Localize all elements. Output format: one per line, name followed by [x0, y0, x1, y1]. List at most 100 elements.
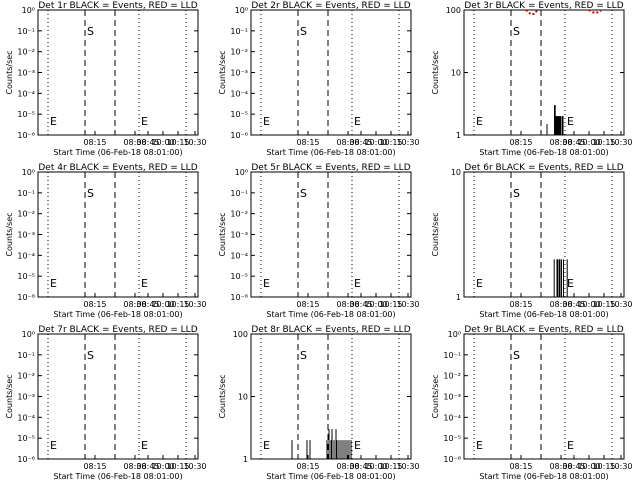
time-marker-label: E — [567, 439, 574, 452]
x-tick-label: 10:15 — [379, 300, 402, 309]
y-tick-label: 10⁻⁵ — [443, 434, 461, 443]
chart-title: Det 9r BLACK = Events, RED = LLD — [464, 325, 623, 335]
y-tick-label: 10⁰ — [22, 330, 35, 339]
chart-title: Det 4r BLACK = Events, RED = LLD — [38, 163, 197, 173]
plot-frame — [250, 9, 412, 136]
x-tick-label: 10:00 — [364, 462, 387, 471]
y-tick-label: 10⁻² — [17, 48, 35, 57]
x-axis-label: Start Time (06-Feb-18 08:01:00) — [266, 148, 395, 157]
y-tick-label: 10⁻⁵ — [17, 110, 35, 119]
y-axis-label: Counts/sec — [431, 374, 440, 418]
x-tick-label: 08:30 — [336, 138, 359, 147]
x-tick-label: 10:00 — [151, 462, 174, 471]
x-tick-label: 10:30 — [609, 300, 632, 309]
x-tick-label: 08:15 — [509, 138, 532, 147]
x-tick-label: 08:30 — [549, 462, 572, 471]
chart-title: Det 7r BLACK = Events, RED = LLD — [38, 325, 197, 335]
x-tick-label: 08:15 — [296, 300, 319, 309]
time-marker-label: E — [263, 439, 270, 452]
y-axis-label: Counts/sec — [431, 212, 440, 256]
x-tick-label: 08:30 — [123, 300, 146, 309]
time-marker-label: E — [50, 115, 57, 128]
plot-frame — [37, 9, 199, 136]
y-tick-label: 10⁻⁶ — [17, 455, 35, 464]
y-tick-label: 10⁰ — [22, 6, 35, 15]
x-tick-label: 10:15 — [379, 138, 402, 147]
x-tick-label: 10:15 — [592, 138, 615, 147]
y-tick-label: 10⁻³ — [17, 69, 35, 78]
y-tick-label: 10⁻⁶ — [443, 455, 461, 464]
x-tick-label: 08:45 — [562, 462, 585, 471]
y-axis-label: Counts/sec — [5, 374, 14, 418]
y-tick-label: 1 — [456, 131, 461, 140]
y-axis-label: Counts/sec — [5, 50, 14, 94]
x-tick-label: 08:30 — [336, 300, 359, 309]
x-tick-label: 08:45 — [349, 138, 372, 147]
x-tick-label: 08:45 — [136, 300, 159, 309]
time-marker-label: E — [141, 115, 148, 128]
time-marker-label: S — [87, 187, 94, 200]
y-axis-label: Counts/sec — [5, 212, 14, 256]
y-axis-label: Counts/sec — [218, 374, 227, 418]
time-marker-label: E — [354, 439, 361, 452]
x-tick-label: 10:30 — [396, 138, 419, 147]
chart-title: Det 3r BLACK = Events, RED = LLD — [464, 1, 623, 11]
y-tick-label: 10⁻¹ — [17, 351, 35, 360]
y-tick-label: 10⁻¹ — [443, 351, 461, 360]
chart-panel-6: Det 6r BLACK = Events, RED = LLD 1 10 Count… — [431, 163, 633, 319]
y-tick-label: 10⁻³ — [443, 393, 461, 402]
x-tick-label: 10:00 — [364, 138, 387, 147]
time-marker-label: E — [567, 277, 574, 290]
x-tick-label: 10:15 — [166, 138, 189, 147]
x-tick-label: 08:15 — [296, 138, 319, 147]
time-marker-label: E — [263, 115, 270, 128]
y-tick-label: 10⁻¹ — [17, 27, 35, 36]
y-tick-label: 10⁻⁴ — [443, 413, 461, 422]
y-tick-label: 10 — [238, 393, 248, 402]
y-tick-label: 10⁻² — [230, 48, 248, 57]
y-tick-label: 10⁻⁶ — [230, 131, 248, 140]
x-tick-label: 10:30 — [396, 462, 419, 471]
y-tick-label: 10⁻² — [443, 372, 461, 381]
x-tick-label: 10:15 — [166, 300, 189, 309]
x-tick-label: 08:45 — [562, 300, 585, 309]
x-tick-label: 10:30 — [609, 138, 632, 147]
x-tick-label: 10:30 — [183, 462, 206, 471]
y-tick-label: 10⁻¹ — [230, 27, 248, 36]
y-tick-label: 10⁰ — [448, 330, 461, 339]
x-tick-label: 10:00 — [577, 462, 600, 471]
y-tick-label: 10⁻⁵ — [230, 110, 248, 119]
y-tick-label: 10⁻⁶ — [17, 131, 35, 140]
chart-title: Det 5r BLACK = Events, RED = LLD — [251, 163, 410, 173]
x-tick-label: 08:15 — [83, 138, 106, 147]
time-marker-label: E — [476, 277, 483, 290]
x-tick-label: 08:45 — [136, 462, 159, 471]
time-marker-label: E — [354, 115, 361, 128]
y-tick-label: 10⁻⁵ — [17, 434, 35, 443]
x-tick-label: 10:30 — [609, 462, 632, 471]
plot-frame — [463, 333, 625, 460]
x-tick-label: 08:45 — [562, 138, 585, 147]
y-tick-label: 1 — [456, 293, 461, 302]
x-tick-label: 08:30 — [549, 138, 572, 147]
y-tick-label: 10⁰ — [235, 6, 248, 15]
time-marker-label: E — [50, 439, 57, 452]
y-tick-label: 10⁻¹ — [17, 189, 35, 198]
x-tick-label: 10:00 — [151, 138, 174, 147]
time-marker-label: E — [476, 439, 483, 452]
x-tick-label: 08:30 — [549, 300, 572, 309]
chart-title: Det 6r BLACK = Events, RED = LLD — [464, 163, 623, 173]
x-tick-label: 08:15 — [296, 462, 319, 471]
y-tick-label: 10 — [451, 168, 461, 177]
time-marker-label: S — [513, 349, 520, 362]
x-tick-label: 10:15 — [166, 462, 189, 471]
y-tick-label: 10⁻³ — [17, 231, 35, 240]
time-marker-label: E — [354, 277, 361, 290]
x-tick-label: 10:30 — [183, 138, 206, 147]
y-tick-label: 10⁰ — [22, 168, 35, 177]
y-tick-label: 10⁻³ — [230, 69, 248, 78]
